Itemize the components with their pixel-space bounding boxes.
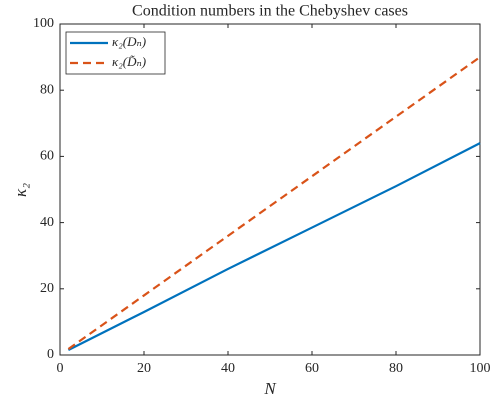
x-axis-label: N <box>263 379 277 398</box>
x-tick-label: 0 <box>57 361 64 376</box>
legend-box <box>65 31 166 75</box>
y-tick-label: 100 <box>33 16 54 31</box>
line-series <box>67 56 481 350</box>
y-tick-label: 60 <box>40 149 54 164</box>
legend-label: κ₂(Dₙ) <box>112 34 146 49</box>
legend-label: κ₂(D̃ₙ) <box>112 54 146 69</box>
chart-title: Condition numbers in the Chebyshev cases <box>132 3 408 20</box>
y-axis-label: κ₂ <box>11 183 30 197</box>
y-tick-label: 0 <box>47 347 54 362</box>
plot-frame <box>59 23 481 356</box>
y-tick-label: 40 <box>40 215 54 230</box>
x-tick-label: 60 <box>305 361 319 376</box>
x-tick-label: 80 <box>389 361 403 376</box>
y-tick-label: 20 <box>40 281 54 296</box>
x-tick-label: 100 <box>470 361 491 376</box>
x-tick-label: 20 <box>137 361 151 376</box>
y-tick-label: 80 <box>40 82 54 97</box>
x-tick-label: 40 <box>221 361 235 376</box>
line-series <box>67 142 481 352</box>
